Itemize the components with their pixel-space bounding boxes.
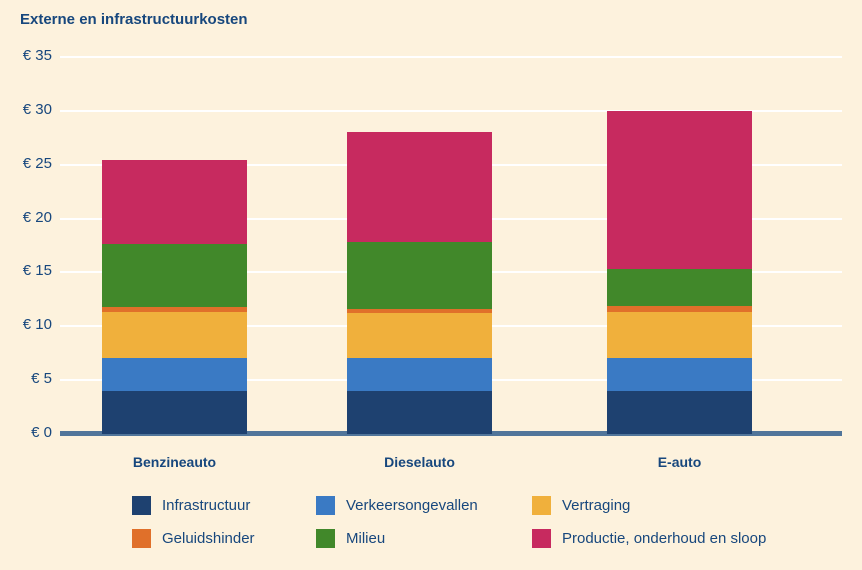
bar-Dieselauto-segment [347, 309, 492, 314]
y-tick-label: € 10 [22, 316, 52, 334]
legend-label: Infrastructuur [162, 497, 251, 514]
legend-swatch [316, 529, 335, 548]
bar-Dieselauto-segment [347, 132, 492, 243]
bar-E-auto-segment [607, 312, 752, 358]
bar-E-auto-segment [607, 305, 752, 313]
bar-Benzineauto-segment [102, 306, 247, 313]
legend-swatch [532, 529, 551, 548]
bar-E-auto-segment [607, 110, 752, 270]
bar-Dieselauto-segment [347, 242, 492, 310]
x-category-label: Dieselauto [384, 454, 455, 470]
legend-swatch [132, 496, 151, 515]
bar-E-auto-segment [607, 390, 752, 434]
bar-Benzineauto-segment [102, 312, 247, 358]
bar-Benzineauto-segment [102, 244, 247, 307]
y-tick-label: € 0 [31, 424, 52, 441]
legend-label: Vertraging [562, 497, 631, 514]
y-tick-label: € 25 [22, 154, 52, 172]
bar-Benzineauto-segment [102, 357, 247, 391]
x-category-label: Benzineauto [132, 454, 217, 470]
y-tick-label: € 35 [22, 47, 52, 64]
legend-label: Milieu [346, 530, 386, 547]
gridline-35 [60, 56, 842, 58]
bar-Dieselauto-segment [347, 313, 492, 358]
chart-title: Externe en infrastructuurkosten [20, 11, 248, 28]
y-tick-label: € 30 [22, 100, 52, 118]
legend-swatch [132, 529, 151, 548]
bar-Dieselauto-segment [347, 390, 492, 434]
y-tick-label: € 5 [31, 370, 52, 388]
bar-Benzineauto-segment [102, 160, 247, 245]
legend-label: Productie, onderhoud en sloop [562, 530, 767, 547]
y-tick-label: € 20 [22, 208, 52, 226]
x-category-label: E-auto [657, 454, 702, 470]
legend-swatch [316, 496, 335, 515]
bar-E-auto-segment [607, 269, 752, 306]
legend-swatch [532, 496, 551, 515]
bar-E-auto-segment [607, 357, 752, 391]
legend-label: Verkeersongevallen [346, 497, 478, 514]
y-tick-label: € 15 [22, 262, 52, 280]
gridline-30 [60, 109, 842, 112]
legend-label: Geluidshinder [162, 530, 255, 547]
bar-Dieselauto-segment [347, 357, 492, 391]
bar-Benzineauto-segment [102, 390, 247, 434]
